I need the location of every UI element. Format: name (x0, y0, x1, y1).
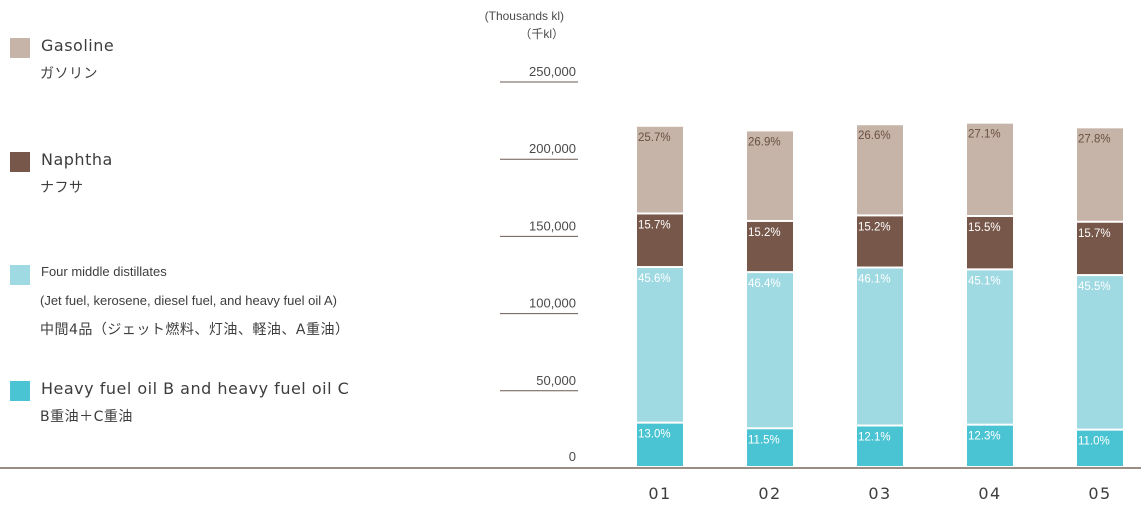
x-tick-label: 02 (758, 484, 781, 503)
y-tick-label: 250,000 (529, 64, 576, 79)
bar-segment (747, 429, 793, 466)
bar-value-label: 15.5% (968, 222, 1001, 234)
gasoline-swatch (10, 38, 30, 58)
y-tick-label: 100,000 (529, 296, 576, 311)
x-tick-label: 03 (868, 484, 891, 503)
bar-segment (637, 423, 683, 466)
y-tick-label: 150,000 (529, 218, 576, 233)
naphtha-swatch (10, 152, 30, 172)
bar-segment (1077, 128, 1123, 221)
bar-value-label: 45.6% (638, 273, 671, 285)
bar-segment (637, 214, 683, 267)
bar-value-label: 15.2% (748, 227, 781, 239)
bar-value-label: 46.4% (748, 278, 781, 290)
axis-unit-jp: （千kl） (519, 27, 564, 41)
bar-segment (747, 221, 793, 272)
bar-segment (857, 268, 903, 425)
legend-label: Heavy fuel oil B and heavy fuel oil C (41, 379, 350, 398)
bar-segment (1077, 430, 1123, 466)
bar-segment (857, 216, 903, 267)
bar-segment (637, 268, 683, 422)
middle-distillates-swatch (10, 265, 30, 285)
bar-value-label: 25.7% (638, 132, 671, 144)
legend-label: Naphtha (41, 150, 113, 169)
bar-value-label: 46.1% (858, 274, 891, 286)
bar-segment (1077, 276, 1123, 429)
bar-segment (857, 125, 903, 215)
bar-value-label: 12.3% (968, 431, 1001, 443)
bar-segment (857, 426, 903, 466)
bar-value-label: 11.5% (748, 434, 780, 446)
bar-segment (967, 425, 1013, 466)
bar-value-label: 15.2% (858, 221, 891, 233)
bar-value-label: 26.9% (748, 136, 781, 148)
y-tick-label: 200,000 (529, 141, 576, 156)
legend-label: Gasoline (41, 36, 115, 55)
legend-label-jp: ガソリン (40, 66, 98, 82)
y-tick-label: 50,000 (536, 373, 576, 388)
bar-segment (637, 126, 683, 213)
heavy-fuel-oil-swatch (10, 381, 30, 401)
axis-unit-en: (Thousands kl) (484, 9, 564, 23)
bar-value-label: 11.0% (1078, 436, 1110, 448)
bar-value-label: 27.1% (968, 129, 1001, 141)
x-tick-label: 04 (978, 484, 1001, 503)
bar-value-label: 26.6% (858, 130, 891, 142)
bar-segment (747, 273, 793, 428)
bar-value-label: 13.0% (638, 429, 671, 441)
bar-value-label: 15.7% (638, 219, 671, 231)
bar-value-label: 45.5% (1078, 281, 1111, 293)
x-tick-label: 01 (648, 484, 671, 503)
y-tick-label: 0 (569, 449, 576, 464)
bar-segment (967, 216, 1013, 269)
bar-segment (1077, 222, 1123, 275)
legend-label-jp: B重油＋C重油 (40, 409, 133, 425)
bar-value-label: 45.1% (968, 275, 1001, 287)
bar-segment (967, 270, 1013, 424)
legend-label: Four middle distillates (41, 264, 167, 279)
bar-value-label: 15.7% (1078, 228, 1111, 240)
bar-value-label: 12.1% (858, 432, 891, 444)
legend-label-detail: (Jet fuel, kerosene, diesel fuel, and he… (40, 293, 338, 308)
legend-label-jp: 中間4品（ジェット燃料、灯油、軽油、A重油） (40, 322, 350, 338)
legend-label-jp: ナフサ (40, 180, 84, 196)
x-tick-label: 05 (1088, 484, 1111, 503)
bar-value-label: 27.8% (1078, 133, 1111, 145)
bar-segment (747, 131, 793, 220)
bar-segment (967, 123, 1013, 215)
